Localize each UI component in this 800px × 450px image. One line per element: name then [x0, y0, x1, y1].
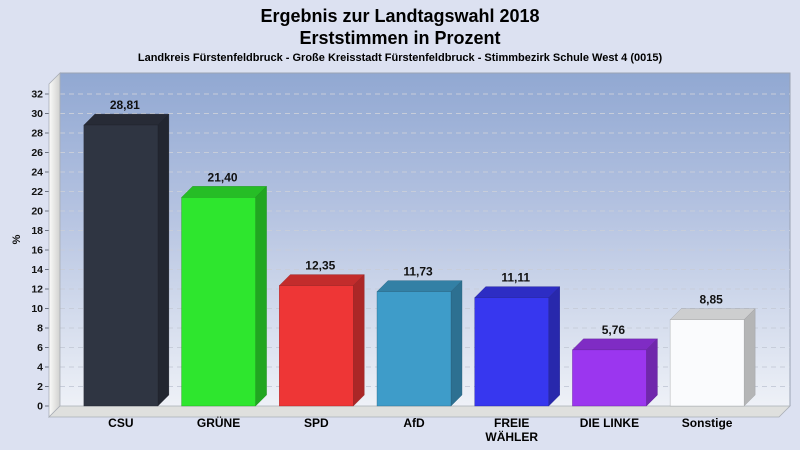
bar-front-face: [474, 297, 549, 407]
chart-header: Ergebnis zur Landtagswahl 2018 Erststimm…: [0, 5, 800, 64]
y-tick-label: 24: [31, 167, 43, 179]
bar-csu: 28,81: [83, 98, 170, 407]
bar-value-label: 11,73: [403, 265, 433, 279]
y-tick-label: 22: [31, 186, 43, 198]
y-axis-label: %: [11, 234, 23, 244]
x-tick-label: Sonstige: [682, 416, 733, 430]
y-tick-label: 20: [31, 206, 43, 218]
chart-subtitle: Landkreis Fürstenfeldbruck - Große Kreis…: [137, 52, 663, 64]
bar-right-face: [548, 286, 560, 407]
y-tick-label: 28: [31, 128, 43, 140]
bar-spd: 12,35: [278, 259, 365, 407]
bar-front-face: [376, 291, 452, 407]
bar-right-face: [353, 273, 365, 407]
plot-side-wall: [48, 72, 61, 418]
bar-front-face: [669, 319, 745, 407]
bar-freie-w-hler: 11,11: [474, 271, 561, 407]
bar-front-face: [83, 124, 159, 407]
plot-frame-edge: [60, 72, 791, 406]
x-tick-label: FREIE: [494, 416, 529, 430]
y-tick-label: 8: [37, 323, 43, 335]
y-tick-label: 14: [31, 264, 43, 276]
plot-floor: [48, 405, 791, 418]
bar-front-face: [572, 349, 647, 407]
bar-front-face: [279, 285, 354, 407]
x-tick-label: SPD: [304, 416, 329, 430]
bar-right-face: [450, 280, 463, 407]
bar-right-face: [743, 308, 756, 407]
bar-top-face: [180, 186, 268, 198]
bar-sonstige: 8,85: [669, 293, 756, 407]
bar-right-face: [157, 113, 170, 407]
bar-top-face: [83, 113, 170, 126]
bar-top-face: [376, 280, 463, 292]
bar-value-label: 11,11: [501, 271, 530, 285]
bar-value-label: 8,85: [699, 293, 723, 307]
bar-value-label: 21,40: [208, 170, 238, 184]
x-tick-label: AfD: [403, 416, 425, 430]
bar-value-label: 5,76: [602, 323, 626, 337]
bar-top-face: [669, 308, 756, 320]
chart-title-line2: Erststimmen in Prozent: [299, 28, 501, 48]
y-tick-label: 4: [37, 362, 43, 374]
bar-top-face: [571, 338, 659, 351]
bar-value-label: 28,81: [110, 98, 140, 112]
bar-gr-ne: 21,40: [180, 170, 268, 407]
y-tick-label: 18: [31, 225, 43, 237]
bar-top-face: [278, 274, 365, 286]
x-tick-label: GRÜNE: [197, 415, 240, 430]
y-tick-label: 0: [37, 401, 43, 413]
bar-right-face: [646, 338, 658, 407]
y-tick-label: 12: [31, 284, 43, 296]
y-tick-label: 26: [31, 147, 43, 159]
bar-chart-3d: 02468101214161820222426283032%28,81CSU21…: [11, 72, 791, 444]
bar-afd: 11,73: [376, 265, 463, 407]
y-tick-label: 10: [31, 303, 43, 315]
x-tick-label: CSU: [108, 416, 133, 430]
x-tick-label: DIE LINKE: [580, 416, 639, 430]
bar-right-face: [255, 185, 267, 407]
y-tick-label: 32: [31, 89, 43, 101]
y-tick-label: 30: [31, 108, 43, 120]
y-tick-label: 2: [37, 381, 43, 393]
y-tick-label: 16: [31, 245, 43, 257]
chart-title-line1: Ergebnis zur Landtagswahl 2018: [260, 6, 540, 26]
x-tick-label: WÄHLER: [485, 429, 538, 444]
bar-front-face: [181, 197, 256, 407]
bar-value-label: 12,35: [305, 259, 335, 273]
bar-top-face: [474, 286, 561, 298]
bar-die-linke: 5,76: [571, 323, 659, 407]
y-tick-label: 6: [37, 342, 43, 354]
